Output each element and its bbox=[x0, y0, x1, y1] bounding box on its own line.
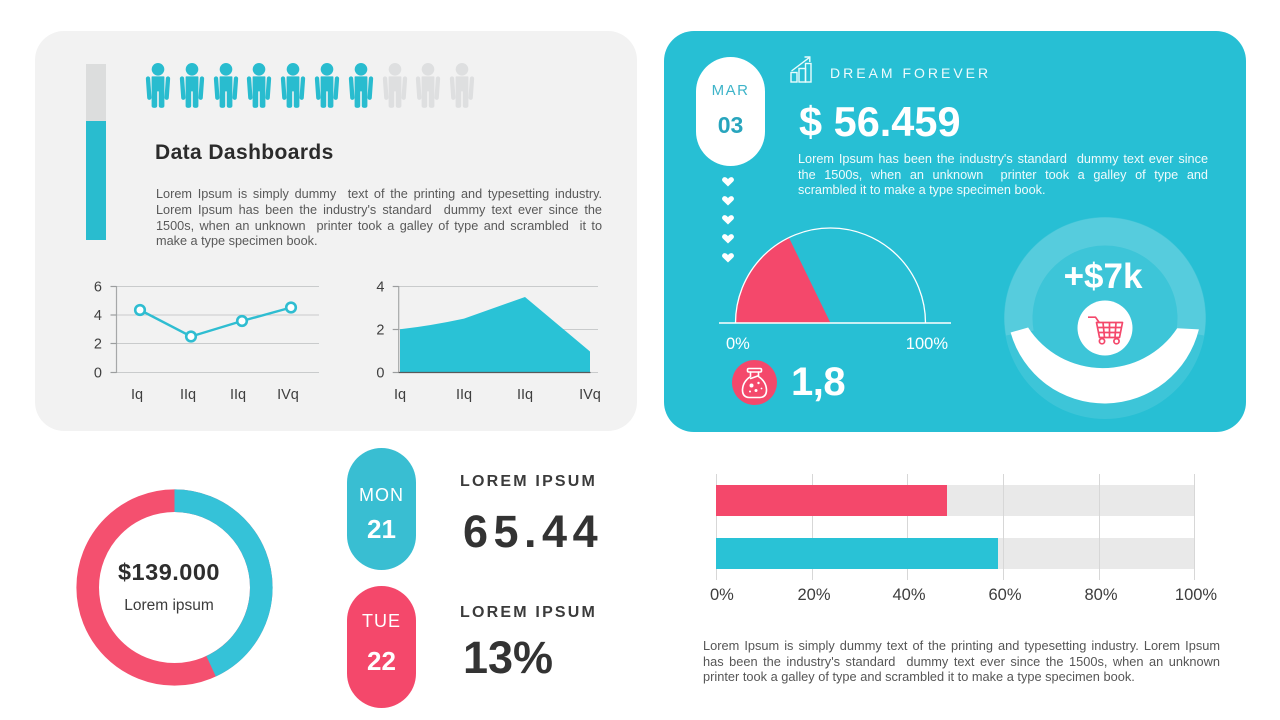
svg-text:IIq: IIq bbox=[456, 387, 472, 403]
svg-text:4: 4 bbox=[94, 308, 102, 324]
svg-text:0: 0 bbox=[376, 366, 384, 382]
svg-text:2: 2 bbox=[94, 337, 102, 353]
svg-text:IVq: IVq bbox=[277, 387, 299, 403]
svg-text:Iq: Iq bbox=[131, 387, 143, 403]
svg-text:IIq: IIq bbox=[180, 387, 196, 403]
svg-text:6: 6 bbox=[94, 280, 102, 296]
svg-text:IVq: IVq bbox=[579, 387, 601, 403]
svg-text:100%: 100% bbox=[906, 335, 949, 353]
svg-text:4: 4 bbox=[376, 280, 384, 296]
svg-text:IIq: IIq bbox=[230, 387, 246, 403]
svg-text:IIq: IIq bbox=[517, 387, 533, 403]
svg-text:0: 0 bbox=[94, 366, 102, 382]
svg-text:Iq: Iq bbox=[394, 387, 406, 403]
svg-text:0%: 0% bbox=[726, 335, 750, 353]
svg-text:2: 2 bbox=[376, 323, 384, 339]
